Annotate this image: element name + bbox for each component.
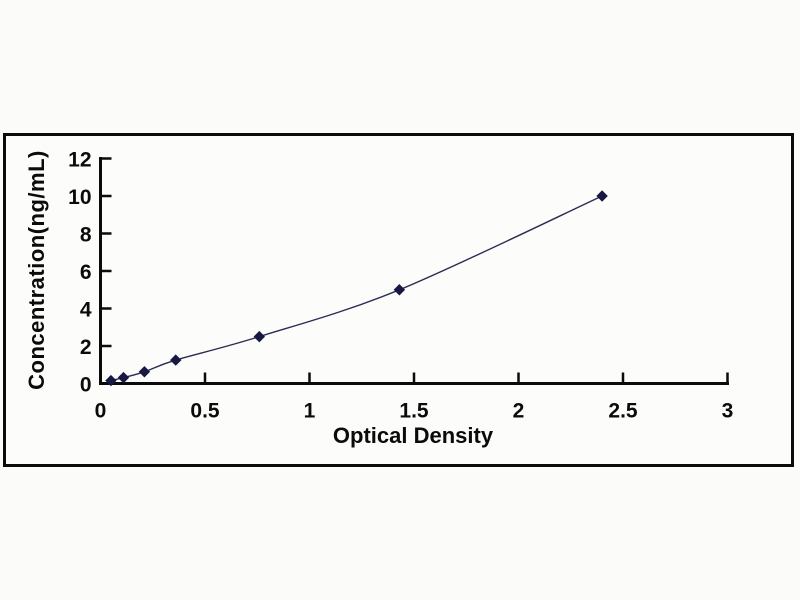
data-point-marker	[393, 284, 406, 296]
standard-curve-line	[110, 195, 603, 382]
x-tick-label: 1	[304, 400, 316, 423]
y-tick-label: 0	[80, 374, 92, 397]
x-tick-label: 1.5	[399, 400, 429, 423]
y-tick-label: 12	[68, 149, 91, 172]
x-tick-label: 0	[95, 400, 107, 423]
y-tick-label: 6	[80, 261, 92, 284]
y-axis-title: Concentration(ng/mL)	[24, 150, 49, 390]
y-tick-label: 10	[68, 186, 91, 209]
data-point-marker	[596, 190, 608, 202]
y-tick-label: 8	[80, 224, 92, 247]
data-point-marker	[253, 330, 266, 343]
x-axis-title: Optical Density	[332, 423, 494, 448]
data-point-marker	[105, 374, 117, 387]
x-tick-label: 2	[513, 400, 525, 423]
x-tick-label: 2.5	[608, 400, 638, 423]
y-tick-label: 2	[80, 336, 92, 359]
x-tick-label: 0.5	[190, 400, 220, 423]
y-tick-label: 4	[80, 299, 92, 322]
data-point-marker	[117, 371, 130, 384]
data-point-marker	[138, 366, 151, 378]
x-tick-label: 3	[722, 400, 734, 423]
data-point-marker	[170, 354, 182, 366]
chart-frame	[3, 133, 794, 467]
